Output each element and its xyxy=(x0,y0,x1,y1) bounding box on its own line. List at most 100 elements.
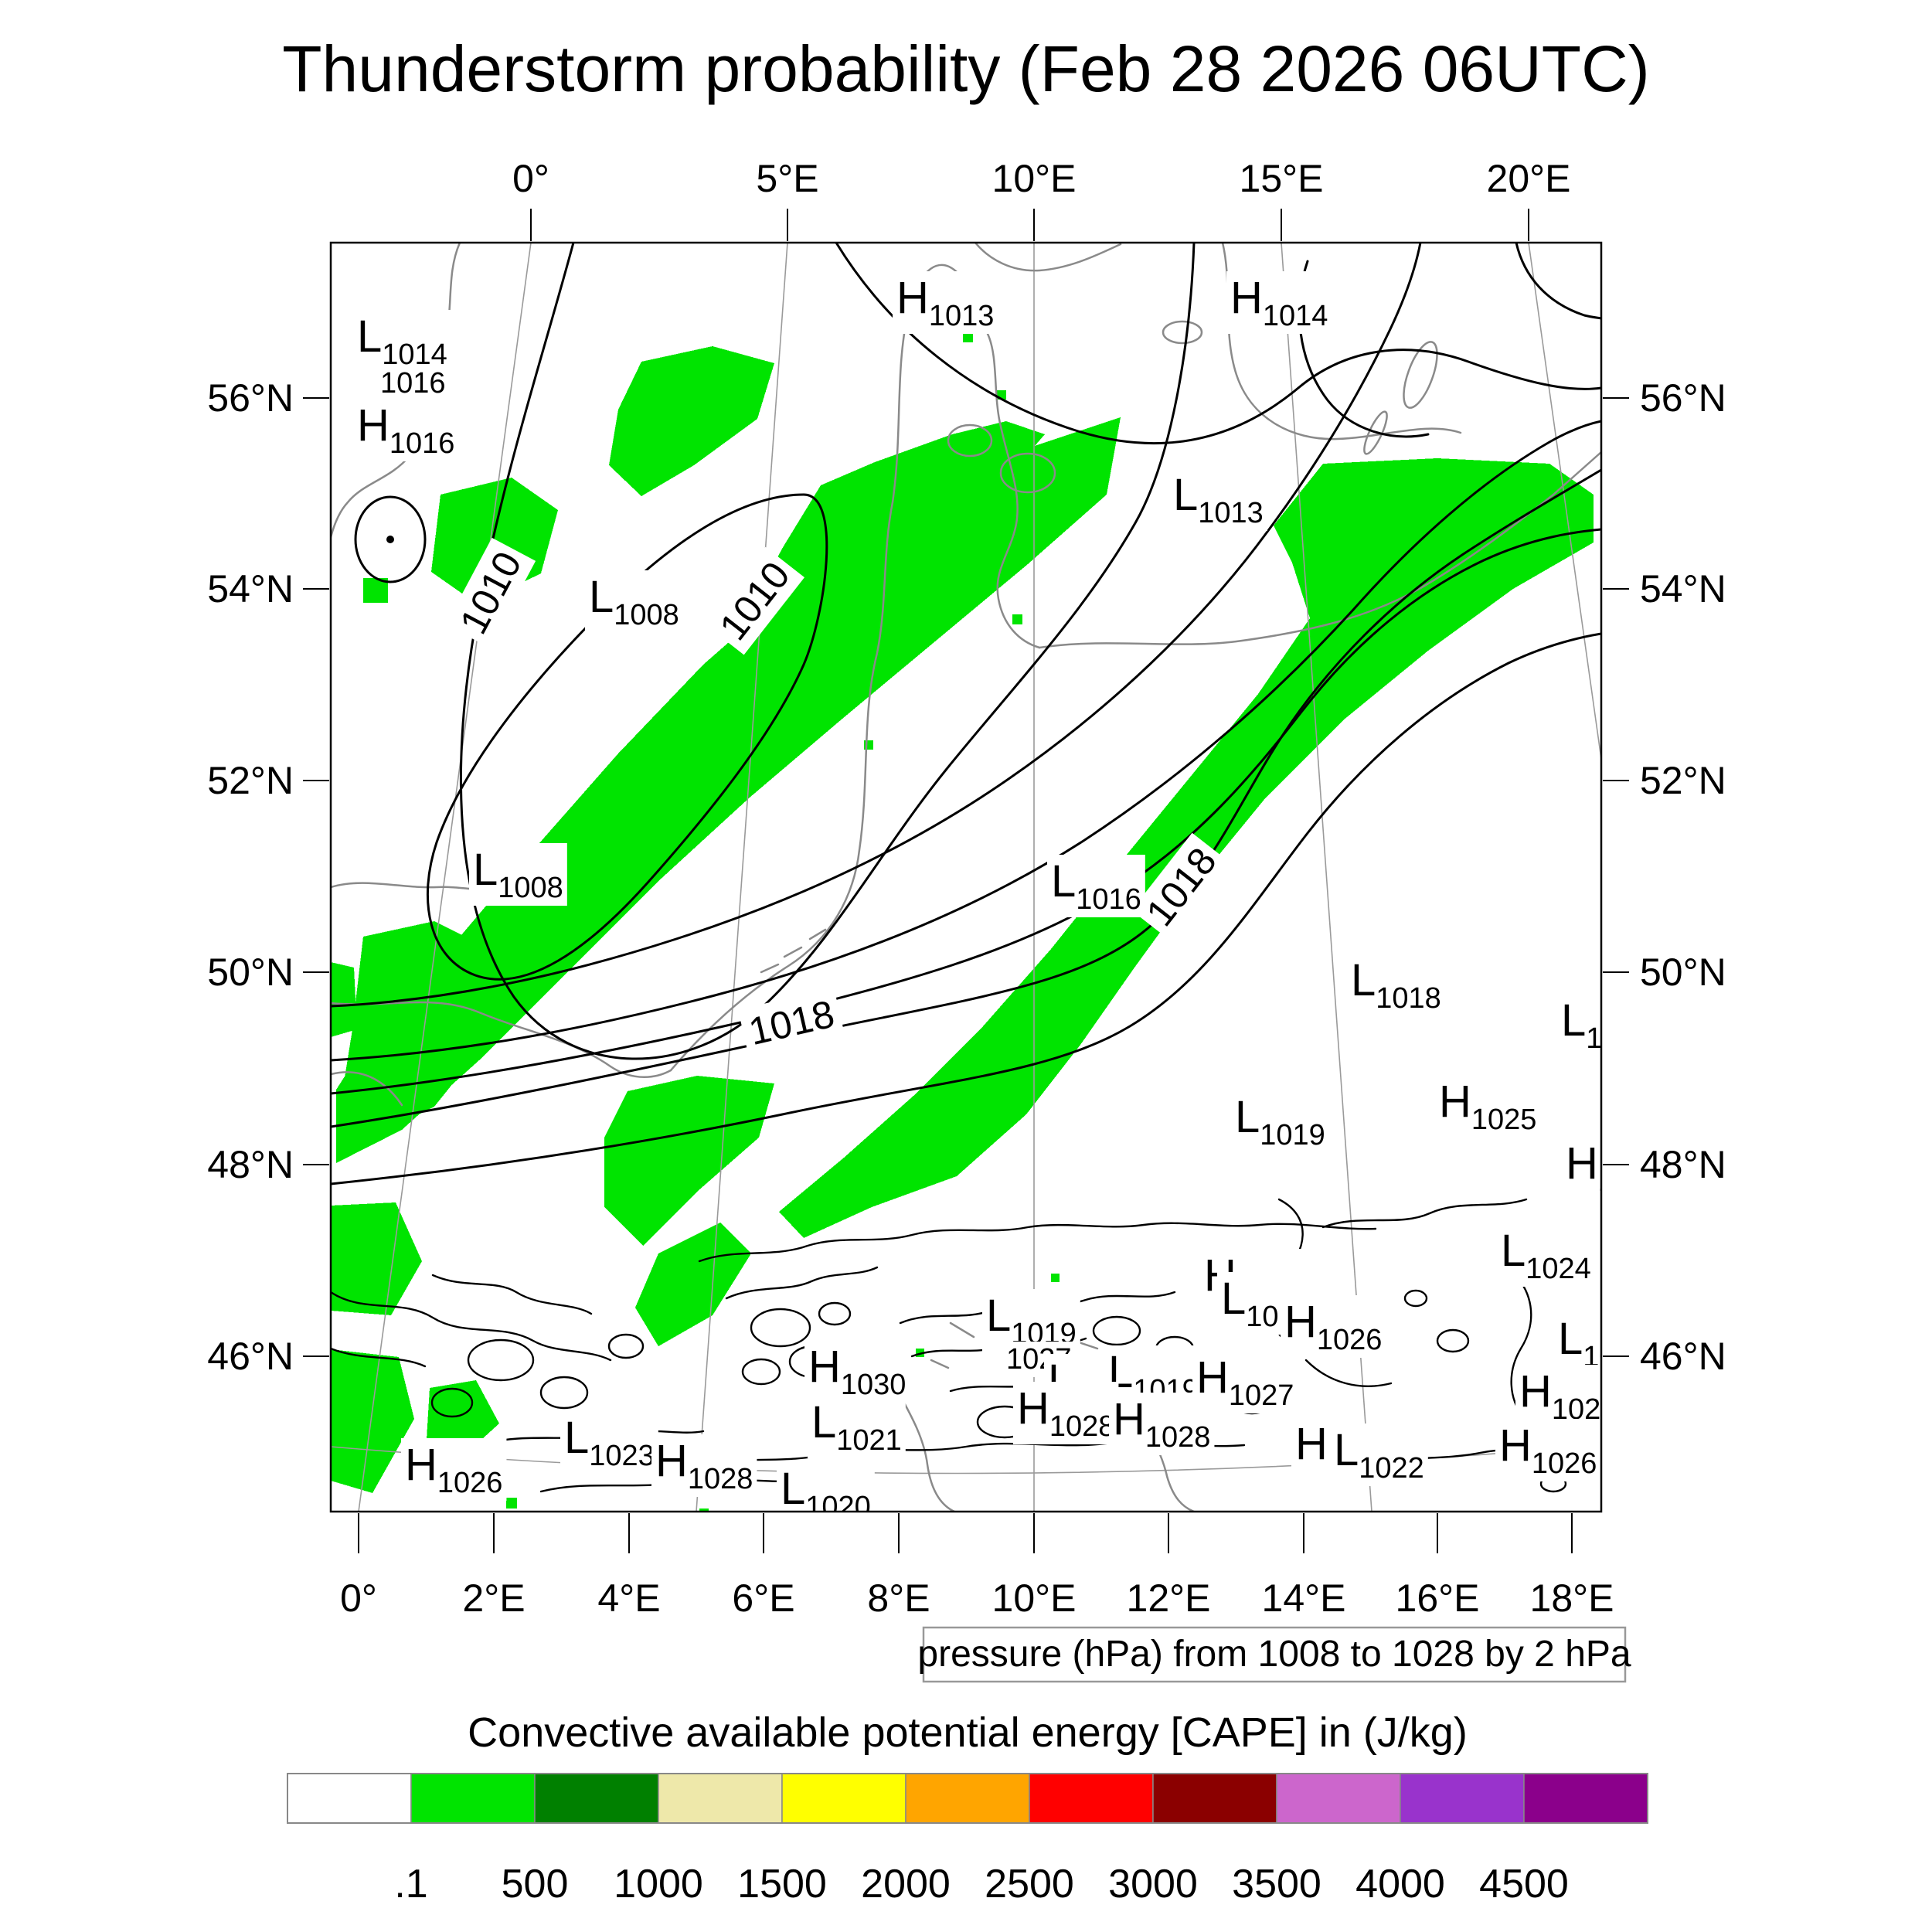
coast-danish-island xyxy=(947,423,993,457)
pressure-center-label: H1030 xyxy=(804,1340,910,1403)
pressure-center-label: L1008 xyxy=(585,570,683,633)
pressure-center-label: L1023 xyxy=(560,1411,658,1474)
page-title: Thunderstorm probability (Feb 28 2026 06… xyxy=(282,32,1650,105)
right-axis-label: 56°N xyxy=(1640,376,1726,420)
svg-text:H1026: H1026 xyxy=(1284,1297,1382,1356)
svg-text:1018: 1018 xyxy=(745,992,838,1054)
bottom-axis-label: 0° xyxy=(340,1577,377,1620)
cape-colorbar-tick-label: .1 xyxy=(394,1862,427,1906)
isobar-1014 xyxy=(331,420,1601,1062)
svg-text:H1026: H1026 xyxy=(405,1440,502,1499)
svg-text:H1028: H1028 xyxy=(655,1436,753,1495)
bottom-axis-label: 10°E xyxy=(992,1577,1077,1620)
svg-text:L1008: L1008 xyxy=(473,845,563,904)
pressure-center-label: L1019 xyxy=(982,1289,1080,1352)
pressure-center-label: L102 xyxy=(1554,1312,1601,1375)
pressure-center-label: H1028 xyxy=(1109,1393,1215,1455)
coast-brittany xyxy=(331,1071,403,1107)
svg-text:L1020: L1020 xyxy=(781,1464,871,1523)
svg-text:L1019: L1019 xyxy=(1235,1092,1325,1151)
svg-text:H1028: H1028 xyxy=(1113,1394,1210,1454)
cape-colorbar-cell xyxy=(658,1773,783,1824)
cape-colorbar-tick-label: 500 xyxy=(502,1862,569,1906)
pressure-center-label: H1028 xyxy=(1013,1382,1119,1444)
svg-text:L1021: L1021 xyxy=(811,1397,902,1457)
svg-text:H1016: H1016 xyxy=(357,400,454,460)
cape-colorbar: .1 500 1000 1500 2000 2500 3000 3500 4000 4500 xyxy=(287,1773,1648,1906)
svg-text:H1026: H1026 xyxy=(1499,1420,1597,1480)
svg-text:L102: L102 xyxy=(1561,995,1635,1055)
cape-shading-layer xyxy=(331,332,1594,1512)
right-axis-label: 52°N xyxy=(1640,759,1726,802)
pressure-center-label: L1013 xyxy=(1169,468,1267,531)
pressure-dot xyxy=(386,536,394,543)
axes-layer: 0° 5°E 10°E 15°E 20°E 0° 2°E 4°E 6°E 8°E 10°E 12°E 1… xyxy=(207,157,1726,1620)
top-axis-label: 15°E xyxy=(1240,157,1324,200)
left-axis-label: 50°N xyxy=(207,951,294,994)
coast-lake-vanern xyxy=(1162,320,1203,345)
bottom-axis-label: 18°E xyxy=(1530,1577,1614,1620)
pressure-caption: pressure (hPa) from 1008 to 1028 by 2 hP… xyxy=(917,1634,1631,1675)
pressure-center-label: L1020 xyxy=(777,1462,875,1523)
right-axis-label: 48°N xyxy=(1640,1143,1726,1186)
svg-text:L1024: L1024 xyxy=(1501,1226,1591,1285)
coast-gotland xyxy=(1403,341,1438,409)
pressure-center-label: L1024 xyxy=(1497,1224,1595,1287)
pressure-caption-box: pressure (hPa) from 1008 to 1028 by 2 hP… xyxy=(917,1626,1631,1683)
left-axis-label: 56°N xyxy=(207,376,294,420)
isobar-1020 xyxy=(331,632,1601,1185)
svg-text:L1016: L1016 xyxy=(1051,856,1141,916)
pressure-center-label: H1026 xyxy=(1515,1365,1601,1427)
isobar-1012 xyxy=(331,243,1422,1008)
svg-text:H1028: H1028 xyxy=(1017,1383,1114,1443)
pressure-center-label: L1019 xyxy=(1231,1090,1329,1153)
pressure-center-label: H1013 xyxy=(893,271,998,334)
cape-colorbar-tick-label: 3500 xyxy=(1232,1862,1321,1906)
isobar-small-loop-west xyxy=(354,495,427,583)
bottom-axis-label: 4°E xyxy=(597,1577,660,1620)
pressure-center-label: H1026 xyxy=(1495,1419,1601,1481)
bottom-axis-label: 12°E xyxy=(1127,1577,1211,1620)
bottom-axis-label: 2°E xyxy=(462,1577,525,1620)
bottom-axis-label: 14°E xyxy=(1262,1577,1346,1620)
left-axis-label: 48°N xyxy=(207,1143,294,1186)
cape-colorbar-tick-label: 1000 xyxy=(614,1862,703,1906)
top-axis-label: 5°E xyxy=(756,157,818,200)
pressure-center-label: L1008 xyxy=(469,843,567,906)
coast-norway xyxy=(974,243,1122,272)
right-axis-label: 46°N xyxy=(1640,1335,1726,1378)
pressure-center-label: H10 xyxy=(1562,1137,1631,1199)
cape-colorbar-tick-label: 3000 xyxy=(1108,1862,1198,1906)
svg-text:H1025: H1025 xyxy=(1439,1077,1536,1136)
svg-text:L1023: L1023 xyxy=(564,1413,655,1472)
pressure-center-label: H1014 xyxy=(1226,271,1332,334)
cape-colorbar-cell xyxy=(410,1773,536,1824)
cape-colorbar-cell xyxy=(905,1773,1030,1824)
cape-colorbar-tick-label: 2000 xyxy=(861,1862,951,1906)
svg-text:H: H xyxy=(1295,1419,1328,1469)
pressure-center-label: L1021 xyxy=(808,1396,906,1458)
svg-text:H10: H10 xyxy=(1566,1138,1631,1198)
map-frame xyxy=(329,241,1603,1513)
svg-text:L1022: L1022 xyxy=(1334,1425,1424,1485)
pressure-center-label: H1026 xyxy=(1281,1295,1386,1358)
svg-text:L1013: L1013 xyxy=(1173,470,1264,529)
pressure-center-label: L1018 xyxy=(1347,954,1445,1016)
cape-colorbar-cell xyxy=(534,1773,659,1824)
cape-colorbar-cell xyxy=(1400,1773,1525,1824)
svg-text:L1008: L1008 xyxy=(589,572,679,631)
cape-colorbar-cell xyxy=(1523,1773,1648,1824)
top-axis-label: 0° xyxy=(512,157,549,200)
cape-colorbar-tick-label: 4000 xyxy=(1355,1862,1445,1906)
coastline-layer xyxy=(331,243,1601,1512)
pressure-center-label: H1016 xyxy=(353,399,459,461)
cape-colorbar-cell xyxy=(287,1773,412,1824)
pressure-center-label: H1026 xyxy=(401,1438,507,1501)
bottom-axis-label: 8°E xyxy=(867,1577,930,1620)
isobar-north-1013 xyxy=(835,243,1601,445)
pressure-center-label: 1016 xyxy=(376,366,450,401)
coast-france-north xyxy=(331,1001,672,1078)
